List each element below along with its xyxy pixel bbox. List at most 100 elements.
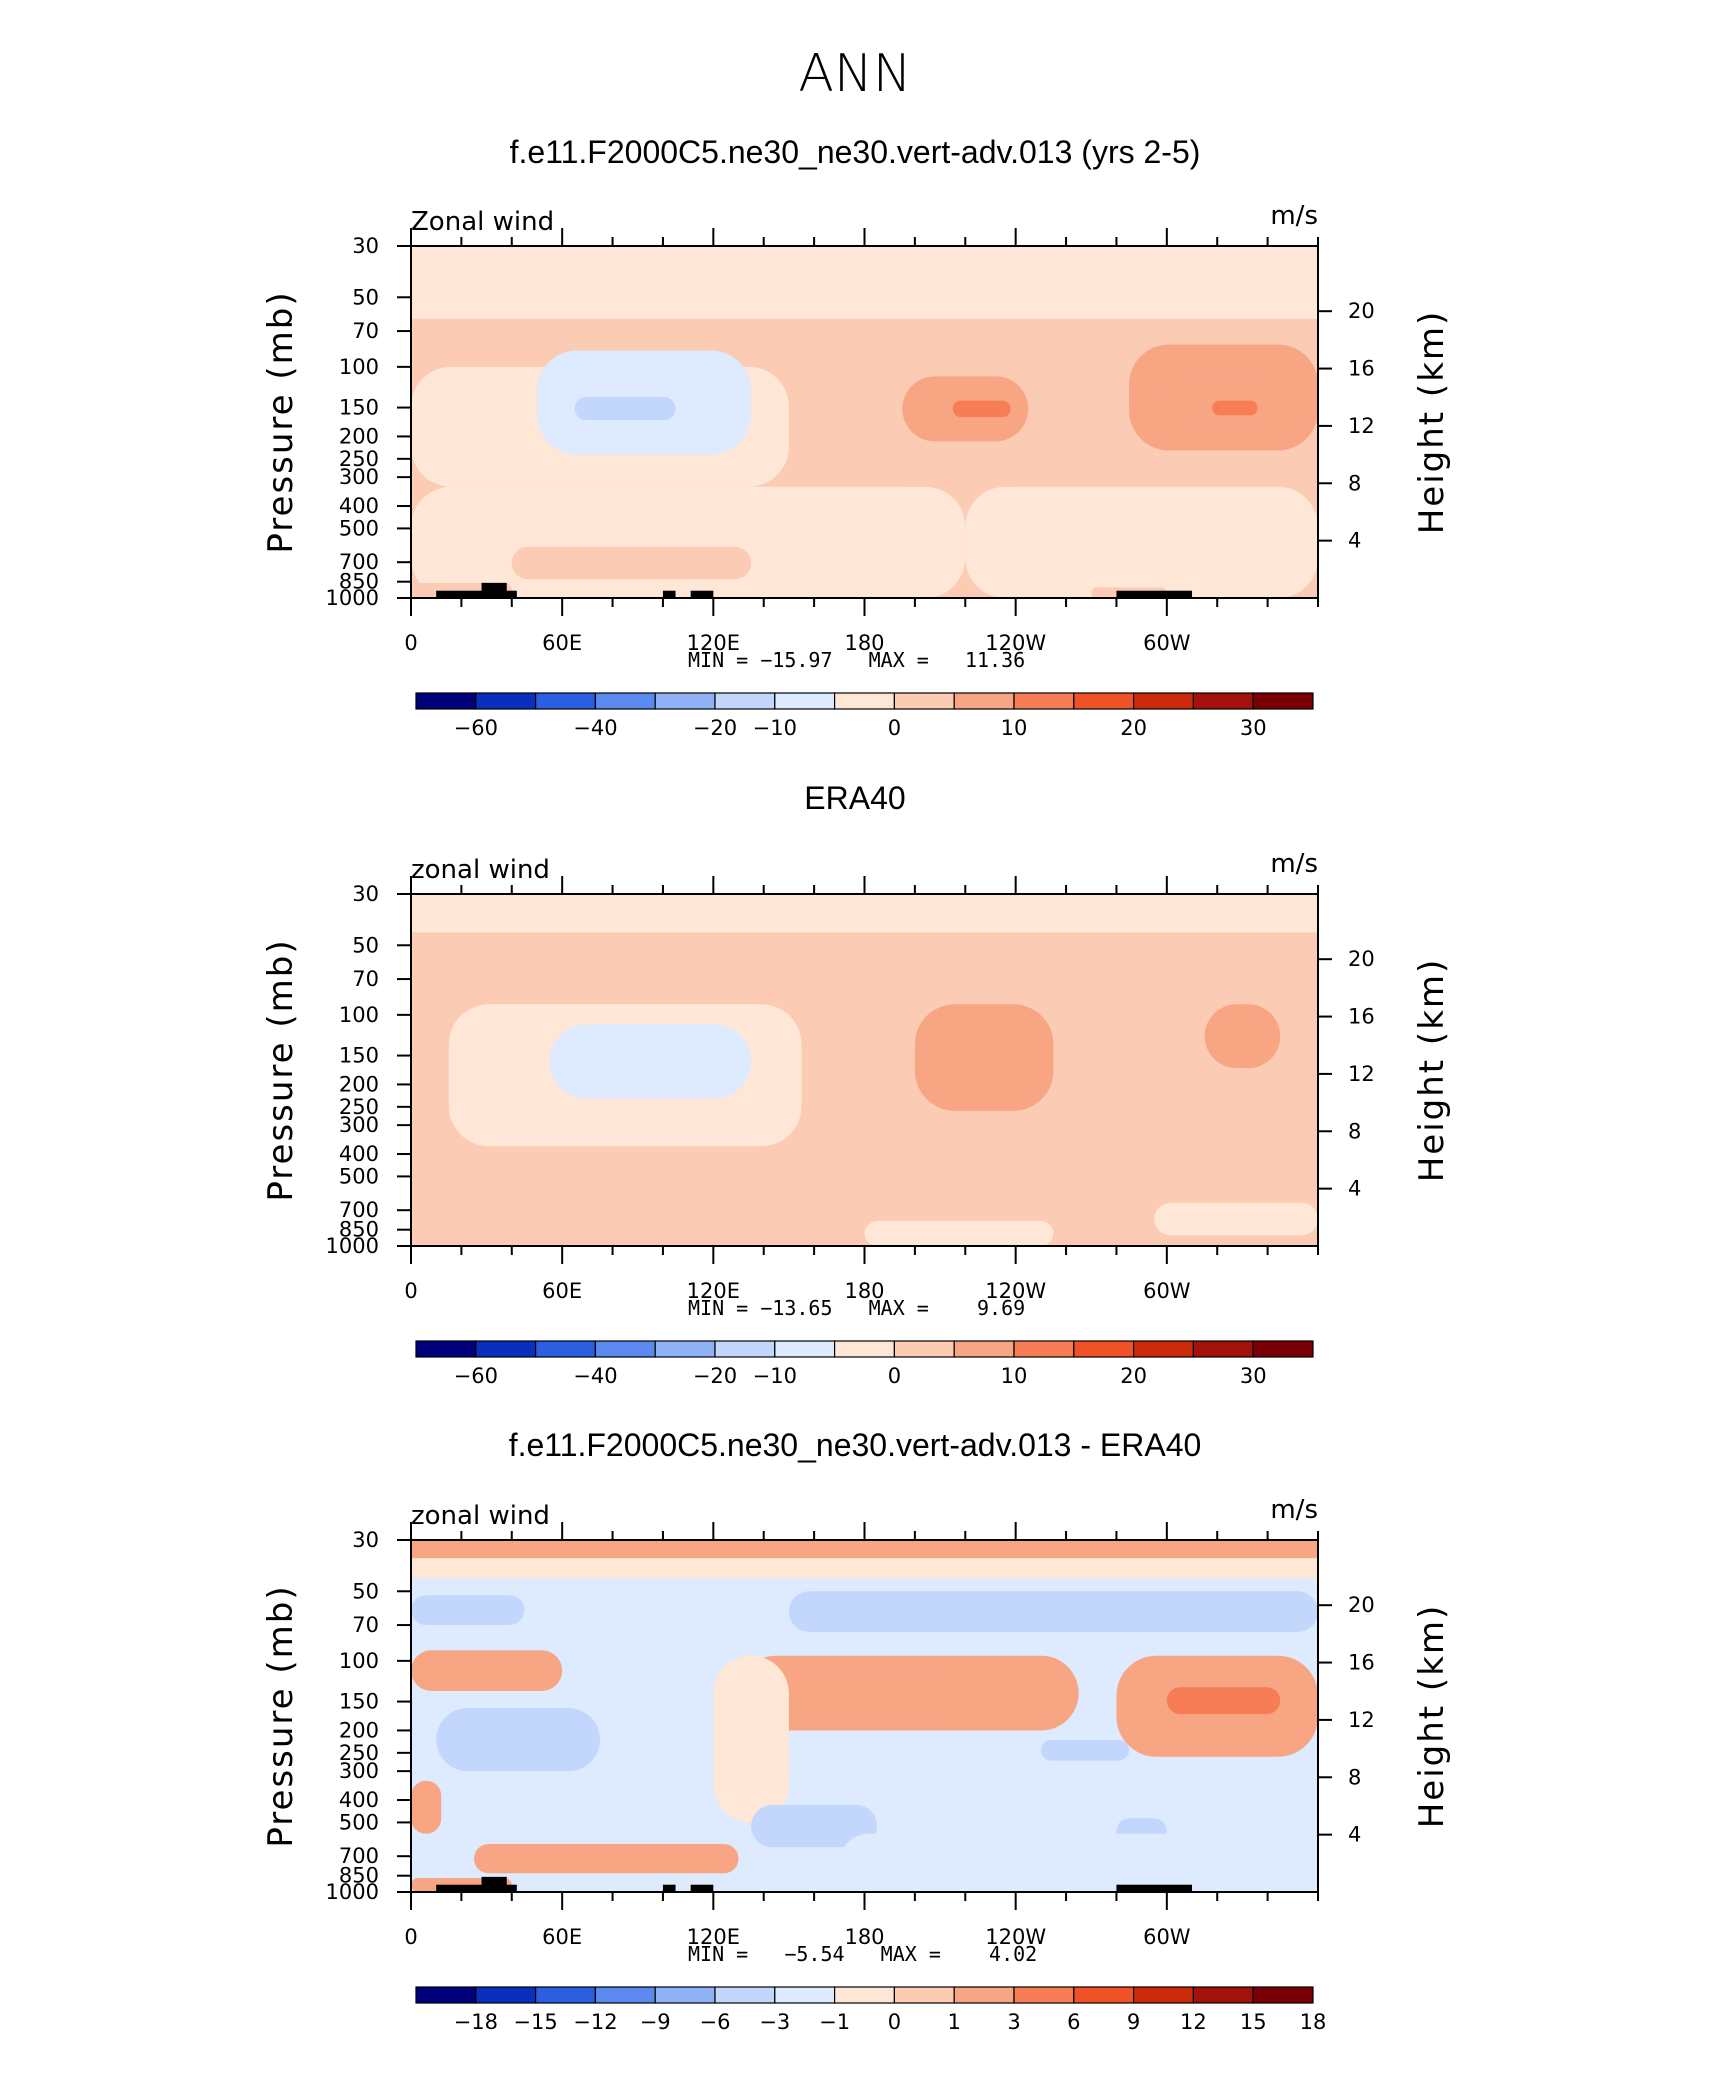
field-region-15 — [411, 1780, 442, 1834]
colorbar-box — [833, 1340, 895, 1358]
height-tick-label: 12 — [1348, 1062, 1375, 1086]
colorbar-box — [534, 1986, 596, 2004]
colorbar-label: 10 — [1001, 716, 1028, 740]
height-tick-label: 16 — [1348, 357, 1375, 381]
x-tick-label: 60W — [1143, 1925, 1191, 1949]
pressure-tick-label: 30 — [352, 234, 379, 258]
pressure-tick-label: 150 — [339, 1690, 379, 1714]
colorbar-box — [774, 1340, 836, 1358]
pressure-axis-title: Pressure (mb) — [261, 1584, 301, 1847]
height-axis-title: Height (km) — [1412, 310, 1452, 535]
units-label: m/s — [1270, 201, 1318, 231]
x-tick-label: 60E — [542, 1279, 582, 1303]
field-region-9 — [952, 400, 1011, 418]
x-tick-label: 0 — [404, 1925, 417, 1949]
x-tick-label: 180 — [844, 1925, 884, 1949]
pressure-tick-label: 70 — [352, 319, 379, 343]
x-tick-label: 120W — [985, 1925, 1046, 1949]
pressure-axis-title: Pressure (mb) — [261, 938, 301, 1201]
colorbar-box — [833, 692, 895, 710]
height-tick-label: 4 — [1348, 529, 1361, 553]
field-region-7 — [864, 1221, 1054, 1246]
colorbar-label: 1 — [948, 2010, 961, 2034]
colorbar-box — [1073, 1986, 1135, 2004]
colorbar-label: 30 — [1240, 1364, 1267, 1388]
colorbar-box — [714, 1340, 776, 1358]
height-tick-label: 8 — [1348, 471, 1361, 495]
pressure-tick-label: 200 — [339, 1718, 379, 1742]
colorbar-label: −18 — [454, 2010, 498, 2034]
panel-3-chart: 0 60E 120E 180 120W 60W3050701001502002503004… — [261, 1495, 1452, 2034]
colorbar-box — [415, 692, 477, 710]
colorbar-box — [475, 1340, 537, 1358]
colorbar-box — [953, 1340, 1015, 1358]
x-tick-label: 120E — [687, 1925, 740, 1949]
colorbar-box — [1132, 1986, 1194, 2004]
panel-2-min-max: MIN = −13.65 MAX = 9.69 — [688, 1296, 1026, 1320]
colorbar-label: −40 — [573, 716, 617, 740]
panel-1-chart: 0 60E 120E 180 120W 60W3050701001502002503004… — [261, 201, 1452, 740]
colorbar-box — [654, 692, 716, 710]
colorbar-box — [774, 692, 836, 710]
colorbar-box — [534, 1340, 596, 1358]
colorbar-box — [1252, 1986, 1314, 2004]
height-tick-label: 16 — [1348, 1005, 1375, 1029]
field-region-8 — [1154, 1202, 1318, 1236]
pressure-tick-label: 700 — [339, 1844, 379, 1868]
page-title: ANN — [798, 44, 912, 104]
field-region-12 — [1212, 400, 1258, 416]
pressure-tick-label: 50 — [352, 933, 379, 957]
pressure-tick-label: 300 — [339, 1759, 379, 1783]
field-region-3 — [788, 1591, 1318, 1632]
colorbar-label: −20 — [693, 716, 737, 740]
field-region-6 — [536, 1198, 676, 1246]
land-mask-0 — [436, 1884, 517, 1892]
pressure-tick-label: 1000 — [326, 1234, 379, 1258]
field-region-6 — [574, 396, 676, 421]
pressure-tick-label: 250 — [339, 1095, 379, 1119]
land-mask-1 — [481, 1876, 507, 1892]
colorbar-box — [1192, 1340, 1254, 1358]
colorbar-box — [475, 692, 537, 710]
x-tick-label: 120E — [687, 631, 740, 655]
x-tick-label: 120W — [985, 1279, 1046, 1303]
colorbar-label: 9 — [1127, 2010, 1140, 2034]
field-region-4 — [411, 1595, 525, 1626]
units-label: m/s — [1270, 849, 1318, 879]
colorbar-label: 20 — [1120, 1364, 1147, 1388]
colorbar-box — [1013, 1340, 1075, 1358]
field-region-2 — [549, 1024, 752, 1099]
pressure-tick-label: 100 — [339, 1649, 379, 1673]
colorbar-box — [654, 1340, 716, 1358]
x-tick-label: 60E — [542, 631, 582, 655]
colorbar-label: −1 — [819, 2010, 850, 2034]
panel-2-title: ERA40 — [804, 780, 906, 816]
pressure-tick-label: 250 — [339, 1741, 379, 1765]
colorbar-label: −6 — [700, 2010, 731, 2034]
field-region-10 — [1166, 1687, 1281, 1715]
colorbar-label: 18 — [1300, 2010, 1327, 2034]
land-mask-1 — [481, 582, 507, 598]
colorbar-label: −3 — [759, 2010, 790, 2034]
colorbar-box — [833, 1986, 895, 2004]
colorbar-box — [415, 1986, 477, 2004]
colorbar-box — [1192, 692, 1254, 710]
colorbar-label: 30 — [1240, 716, 1267, 740]
pressure-tick-label: 400 — [339, 1142, 379, 1166]
colorbar-label: 0 — [888, 1364, 901, 1388]
field-region-0 — [411, 246, 1318, 319]
pressure-tick-label: 200 — [339, 424, 379, 448]
land-mask-2 — [662, 590, 676, 598]
height-tick-label: 8 — [1348, 1765, 1361, 1789]
pressure-axis-title: Pressure (mb) — [261, 290, 301, 553]
field-region-7 — [763, 1670, 966, 1715]
colorbar-box — [1013, 1986, 1075, 2004]
colorbar-box — [415, 1340, 477, 1358]
left-string: zonal wind — [411, 1501, 550, 1531]
pressure-tick-label: 500 — [339, 1810, 379, 1834]
field-region-11 — [436, 1708, 600, 1772]
land-mask-4 — [1116, 1884, 1193, 1892]
panel-2-chart: 0 60E 120E 180 120W 60W3050701001502002503004… — [261, 849, 1452, 1388]
x-tick-label: 180 — [844, 1279, 884, 1303]
colorbar-box — [953, 692, 1015, 710]
